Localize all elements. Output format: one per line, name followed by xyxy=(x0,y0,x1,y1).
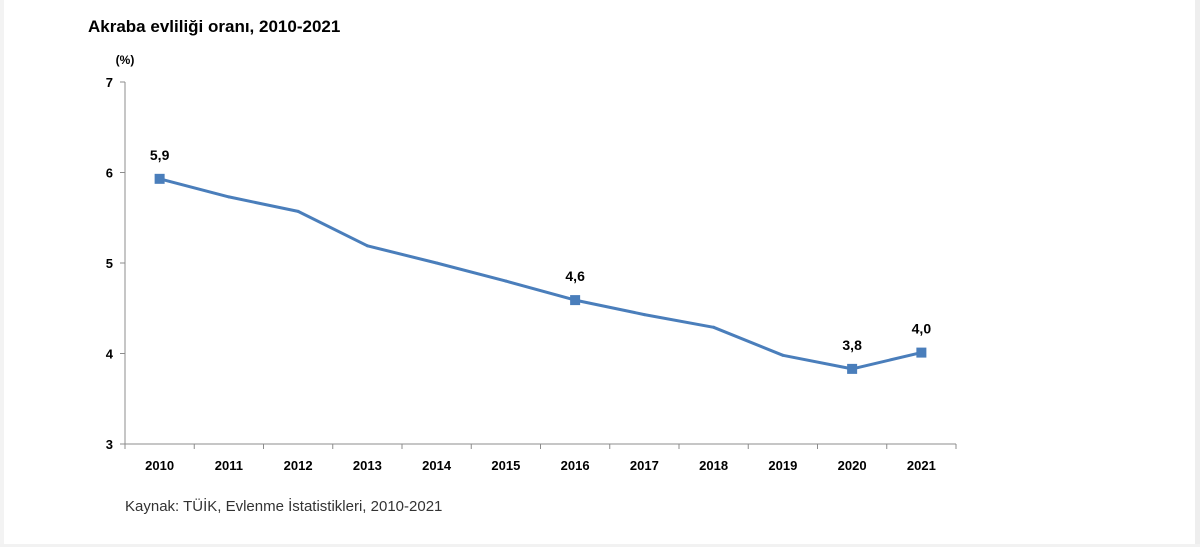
y-tick-label: 7 xyxy=(106,75,113,90)
data-labels: 5,9 4,6 3,8 4,0 xyxy=(150,147,931,353)
series-line xyxy=(158,177,923,371)
x-tick-label: 2020 xyxy=(838,458,867,473)
data-point xyxy=(435,261,439,265)
data-label: 4,0 xyxy=(912,321,932,337)
x-tick-label: 2014 xyxy=(422,458,452,473)
y-tick-label: 3 xyxy=(106,437,113,452)
data-point xyxy=(296,209,300,213)
data-point xyxy=(504,279,508,283)
frame-left-edge xyxy=(0,0,4,547)
data-label: 3,8 xyxy=(842,337,862,353)
chart-title: Akraba evliliği oranı, 2010-2021 xyxy=(88,17,341,36)
x-tick-label: 2010 xyxy=(145,458,174,473)
y-tick-label: 4 xyxy=(106,347,114,362)
data-label: 5,9 xyxy=(150,147,170,163)
y-axis-unit-label: (%) xyxy=(116,53,135,67)
data-marker xyxy=(916,347,927,358)
data-label: 4,6 xyxy=(565,268,585,284)
x-tick-label: 2011 xyxy=(215,458,243,473)
source-note: Kaynak: TÜİK, Evlenme İstatistikleri, 20… xyxy=(125,498,443,515)
x-tick-label: 2018 xyxy=(699,458,728,473)
data-point xyxy=(365,244,369,248)
y-tick-label: 6 xyxy=(106,166,113,181)
x-tick-label: 2015 xyxy=(491,458,520,473)
axes: 3 4 5 6 7(%) 2010 2011 2012 2013 2014 2015 2016 2017… xyxy=(106,53,957,473)
x-tick-label: 2012 xyxy=(284,458,313,473)
data-marker xyxy=(847,363,858,374)
x-tick-label: 2019 xyxy=(768,458,797,473)
frame-bottom-edge xyxy=(0,544,1200,547)
y-tick-label: 5 xyxy=(106,256,113,271)
x-tick-label: 2013 xyxy=(353,458,382,473)
data-marker xyxy=(570,295,581,306)
data-point xyxy=(712,325,716,329)
data-marker xyxy=(154,173,165,184)
data-point xyxy=(781,353,785,357)
x-tick-label: 2016 xyxy=(561,458,590,473)
x-tick-label: 2021 xyxy=(907,458,936,473)
data-point xyxy=(642,313,646,317)
x-tick-label: 2017 xyxy=(630,458,659,473)
series-layer xyxy=(154,173,927,374)
frame-right-edge xyxy=(1195,0,1200,547)
data-point xyxy=(227,195,231,199)
